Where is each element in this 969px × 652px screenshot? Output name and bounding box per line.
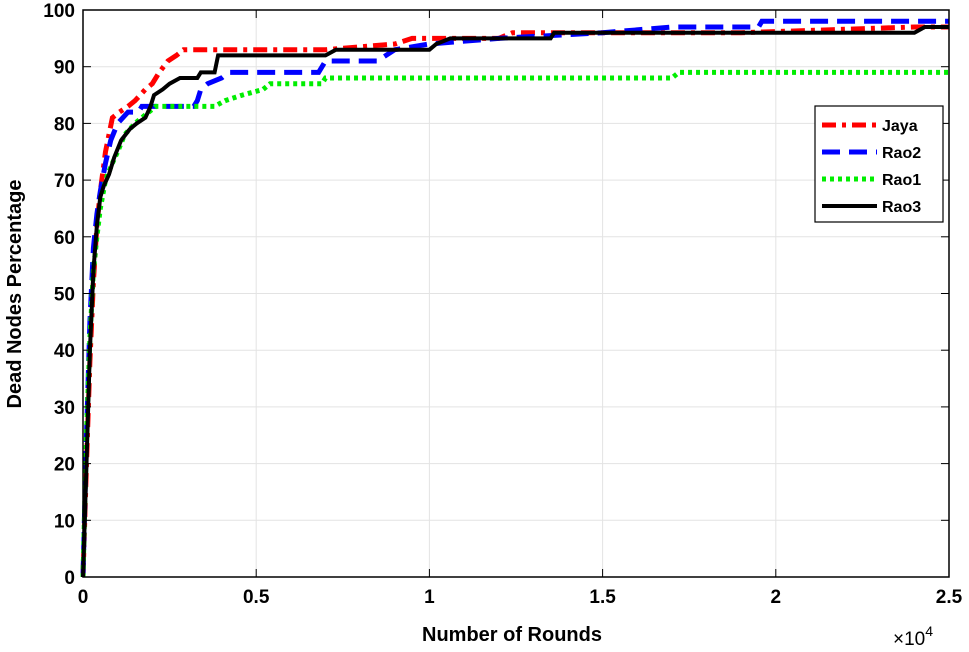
y-axis-label: Dead Nodes Percentage bbox=[4, 180, 26, 409]
x-axis-ticks: 0 0.5 1 1.5 2 2.5 bbox=[78, 10, 963, 608]
y-tick-label: 80 bbox=[54, 114, 75, 135]
y-tick-label: 60 bbox=[54, 228, 75, 249]
y-tick-label: 70 bbox=[54, 171, 75, 192]
y-tick-label: 0 bbox=[64, 568, 75, 589]
legend-label-jaya: Jaya bbox=[882, 118, 918, 135]
legend-box bbox=[814, 105, 944, 223]
y-tick-label: 40 bbox=[54, 341, 75, 362]
x-tick-label: 2 bbox=[771, 587, 782, 608]
y-tick-label: 50 bbox=[54, 285, 75, 306]
x-axis-label: Number of Rounds bbox=[422, 624, 602, 646]
y-axis-ticks: 0 10 20 30 40 50 60 70 80 90 100 bbox=[43, 1, 949, 589]
legend-label-rao2: Rao2 bbox=[882, 145, 921, 162]
x-tick-label: 1 bbox=[424, 587, 435, 608]
y-tick-label: 100 bbox=[43, 1, 75, 22]
x-axis-exponent-power: 4 bbox=[925, 623, 933, 639]
y-tick-label: 20 bbox=[54, 455, 75, 476]
x-tick-label: 1.5 bbox=[589, 587, 616, 608]
x-axis-exponent-base: ×10 bbox=[893, 629, 925, 650]
x-axis-exponent: ×104 bbox=[893, 623, 933, 650]
legend: Jaya Rao2 Rao1 Rao3 bbox=[814, 105, 944, 223]
y-tick-label: 90 bbox=[54, 58, 75, 79]
legend-label-rao3: Rao3 bbox=[882, 199, 921, 216]
x-tick-label: 0.5 bbox=[243, 587, 270, 608]
y-tick-label: 30 bbox=[54, 398, 75, 419]
series-lines bbox=[80, 18, 949, 578]
grid-lines bbox=[82, 9, 950, 578]
x-tick-label: 2.5 bbox=[936, 587, 963, 608]
x-tick-label: 0 bbox=[78, 587, 89, 608]
legend-label-rao1: Rao1 bbox=[882, 172, 921, 189]
y-tick-label: 10 bbox=[54, 511, 75, 532]
series-line-rao3 bbox=[81, 25, 949, 578]
